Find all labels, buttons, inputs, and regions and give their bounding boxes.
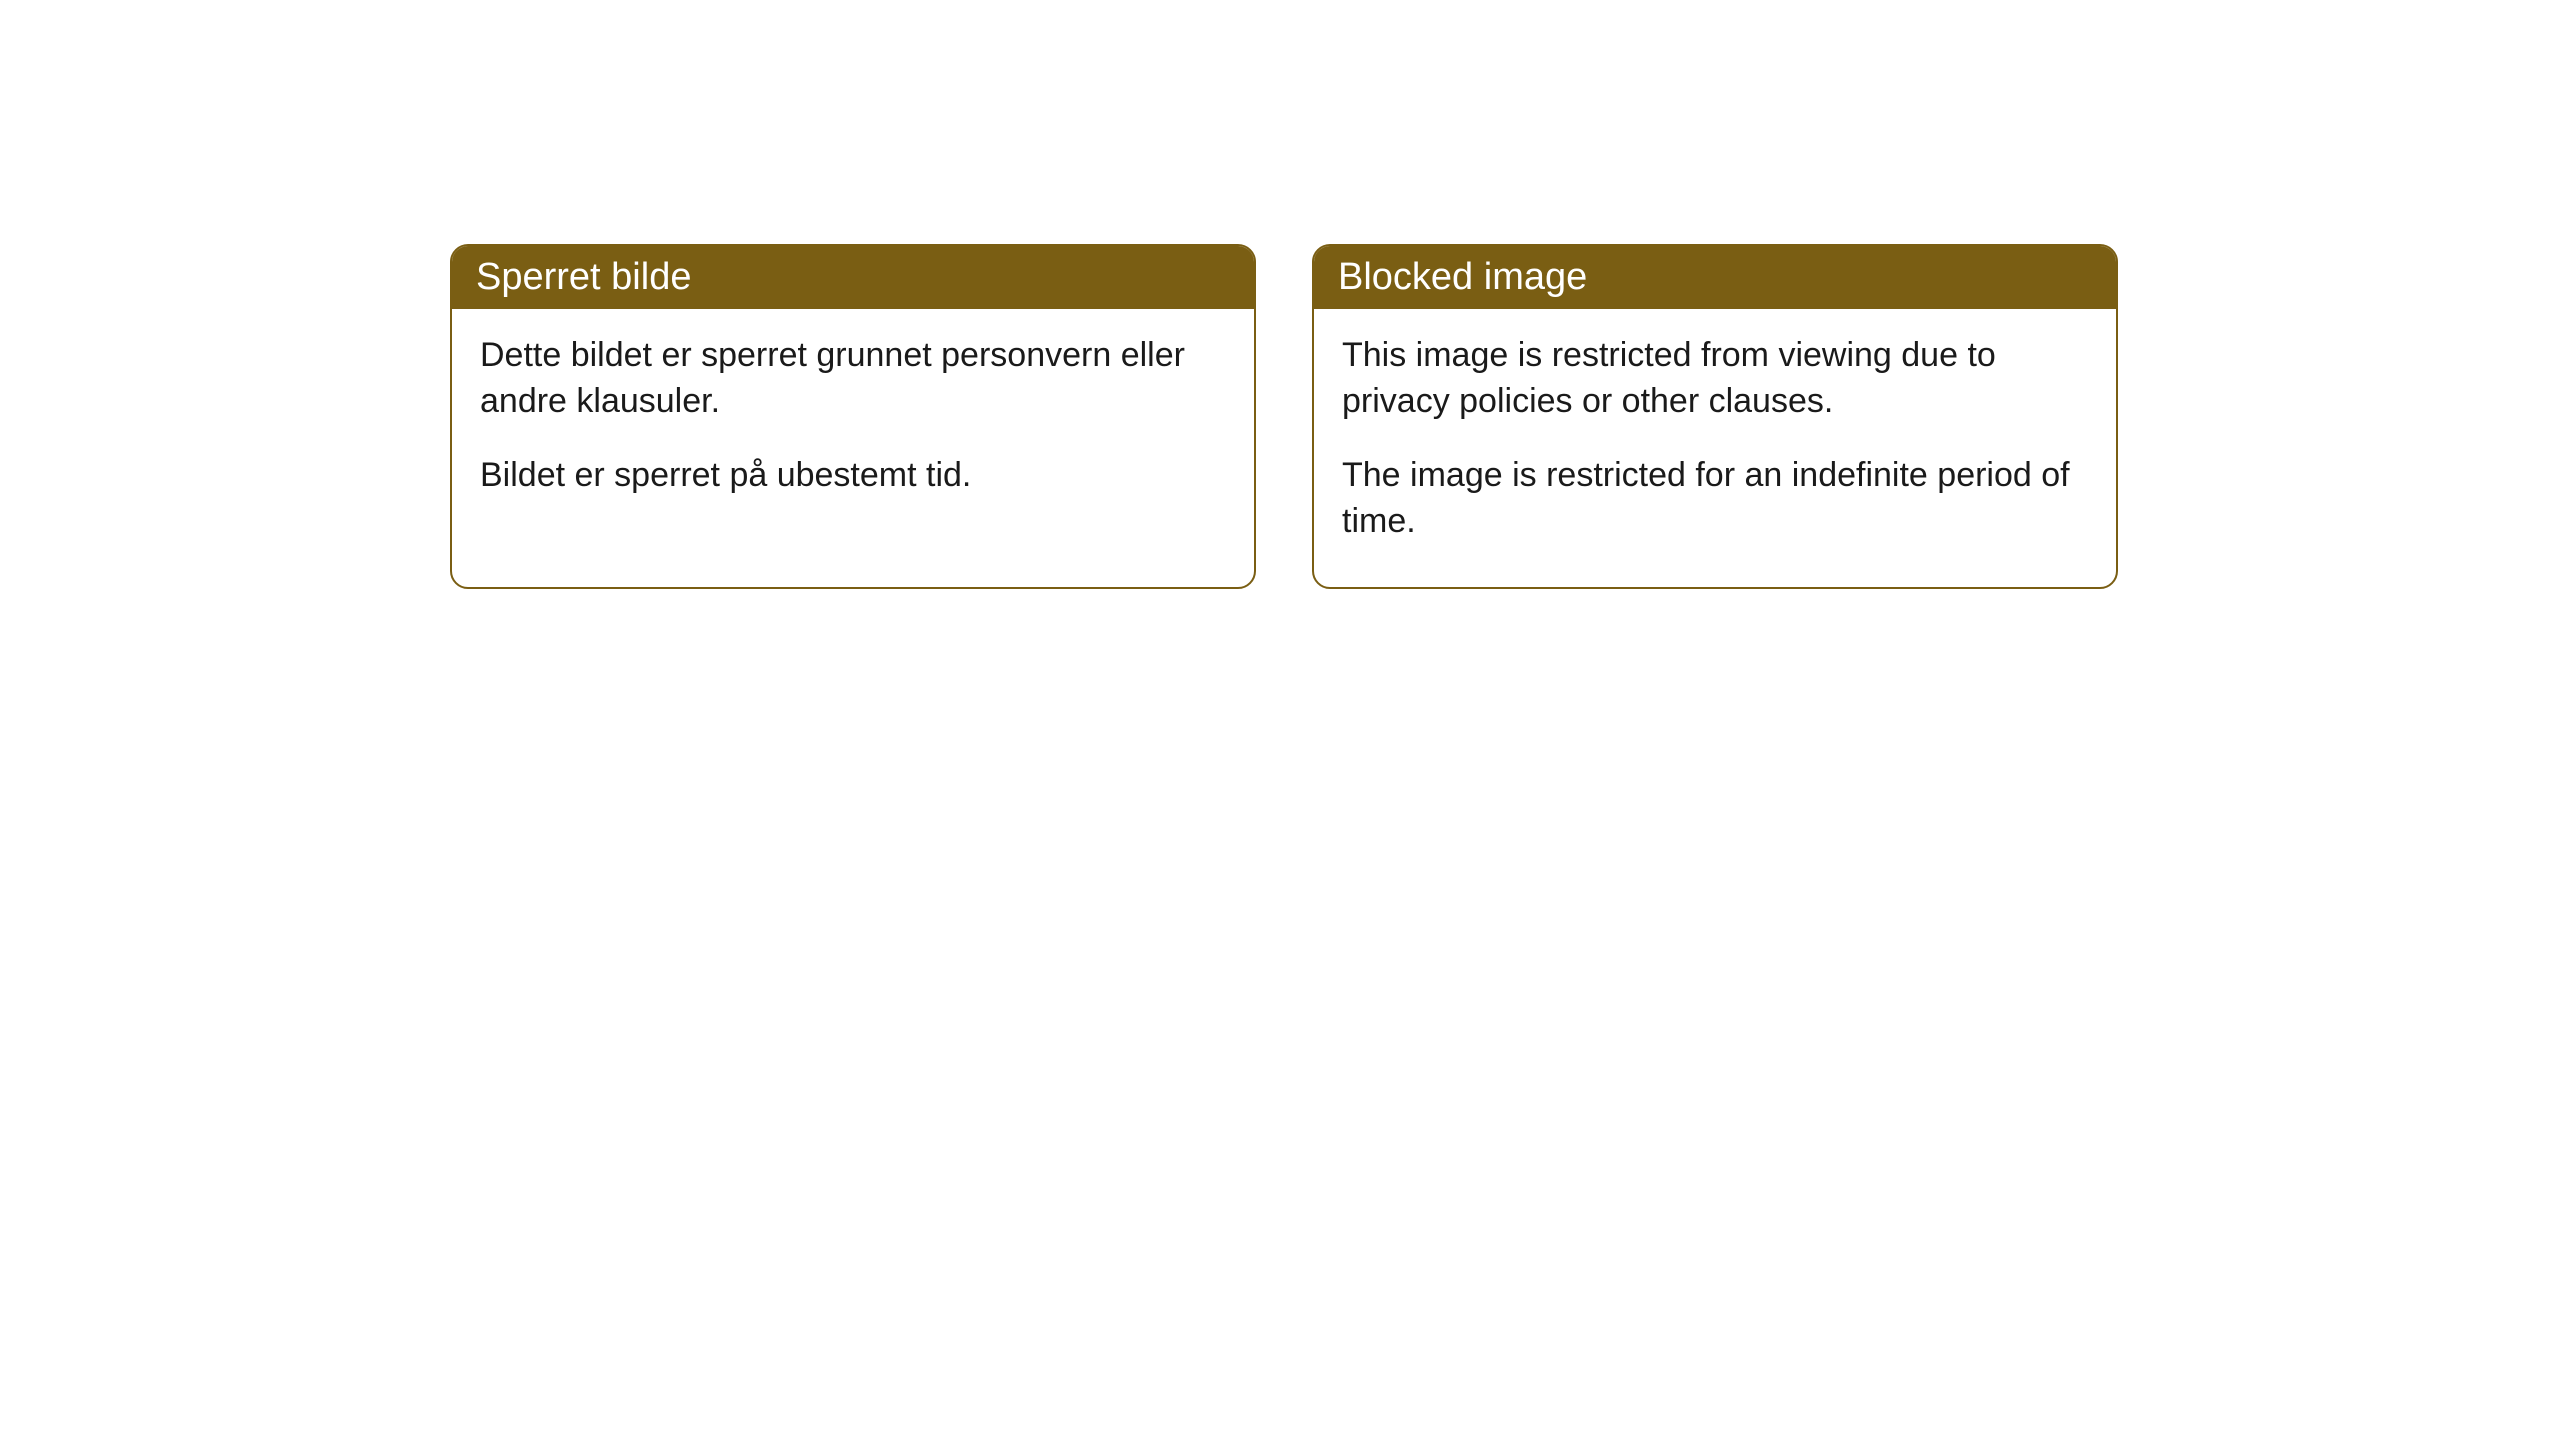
card-norwegian: Sperret bilde Dette bildet er sperret gr… [450, 244, 1256, 589]
card-body-english: This image is restricted from viewing du… [1314, 309, 2116, 587]
card-paragraph: Bildet er sperret på ubestemt tid. [480, 453, 1226, 499]
cards-container: Sperret bilde Dette bildet er sperret gr… [450, 244, 2118, 589]
card-english: Blocked image This image is restricted f… [1312, 244, 2118, 589]
card-title: Blocked image [1338, 256, 1587, 298]
card-body-norwegian: Dette bildet er sperret grunnet personve… [452, 309, 1254, 541]
card-paragraph: The image is restricted for an indefinit… [1342, 453, 2088, 545]
card-paragraph: This image is restricted from viewing du… [1342, 333, 2088, 425]
card-title: Sperret bilde [476, 256, 691, 298]
card-header-english: Blocked image [1314, 246, 2116, 309]
card-paragraph: Dette bildet er sperret grunnet personve… [480, 333, 1226, 425]
card-header-norwegian: Sperret bilde [452, 246, 1254, 309]
